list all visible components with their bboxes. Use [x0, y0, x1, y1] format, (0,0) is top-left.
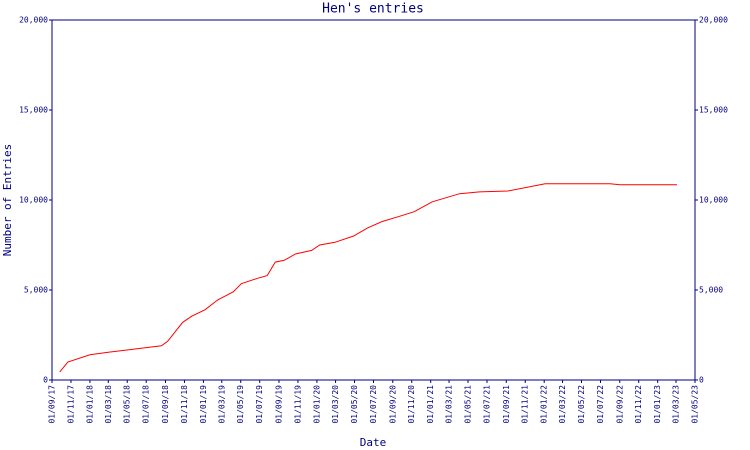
chart-title: Hen's entries: [322, 2, 424, 17]
y2-tick-label: 0: [699, 376, 704, 385]
y-tick-label: 10,000: [19, 196, 48, 205]
x-tick-label: 01/03/23: [672, 385, 681, 424]
data-line: [59, 183, 677, 373]
x-tick-label: 01/09/19: [274, 385, 283, 424]
x-tick-label: 01/03/20: [331, 385, 340, 424]
y-tick-label: 15,000: [19, 106, 48, 115]
x-tick-label: 01/05/23: [691, 385, 700, 424]
x-axis-title: Date: [360, 436, 387, 449]
x-tick-label: 01/01/19: [199, 385, 208, 424]
y2-tick-label: 15,000: [699, 106, 728, 115]
x-tick-label: 01/05/21: [464, 385, 473, 424]
x-tick-label: 01/05/20: [350, 385, 359, 424]
x-tick-label: 01/05/18: [123, 385, 132, 424]
x-tick-label: 01/03/18: [104, 385, 113, 424]
y-tick-label: 0: [43, 376, 48, 385]
x-tick-label: 01/01/18: [85, 385, 94, 424]
x-tick-label: 01/11/22: [634, 385, 643, 424]
y2-tick-label: 10,000: [699, 196, 728, 205]
y-tick-label: 20,000: [19, 16, 48, 25]
x-tick-label: 01/07/21: [482, 385, 491, 424]
x-tick-label: 01/09/17: [48, 385, 57, 424]
x-tick-label: 01/03/22: [558, 385, 567, 424]
x-tick-label: 01/01/20: [312, 385, 321, 424]
x-tick-label: 01/11/17: [66, 385, 75, 424]
x-tick-label: 01/11/18: [180, 385, 189, 424]
y-tick-label: 5,000: [24, 286, 48, 295]
x-tick-label: 01/07/18: [142, 385, 151, 424]
x-tick-label: 01/05/22: [577, 385, 586, 424]
x-tick-label: 01/11/19: [293, 385, 302, 424]
x-tick-label: 01/01/22: [540, 385, 549, 424]
y2-tick-label: 5,000: [699, 286, 723, 295]
y2-tick-label: 20,000: [699, 16, 728, 25]
x-tick-label: 01/09/18: [161, 385, 170, 424]
x-tick-label: 01/11/21: [521, 385, 530, 424]
x-tick-label: 01/01/21: [426, 385, 435, 424]
x-tick-label: 01/05/19: [236, 385, 245, 424]
y-axis-title: Number of Entries: [1, 144, 14, 257]
x-tick-label: 01/03/19: [217, 385, 226, 424]
x-tick-label: 01/09/22: [615, 385, 624, 424]
x-tick-label: 01/01/23: [653, 385, 662, 424]
x-tick-label: 01/11/20: [407, 385, 416, 424]
x-tick-label: 01/09/21: [502, 385, 511, 424]
x-tick-label: 01/03/21: [445, 385, 454, 424]
x-tick-label: 01/07/22: [596, 385, 605, 424]
x-tick-label: 01/07/20: [369, 385, 378, 424]
x-tick-label: 01/07/19: [255, 385, 264, 424]
x-tick-label: 01/09/20: [388, 385, 397, 424]
